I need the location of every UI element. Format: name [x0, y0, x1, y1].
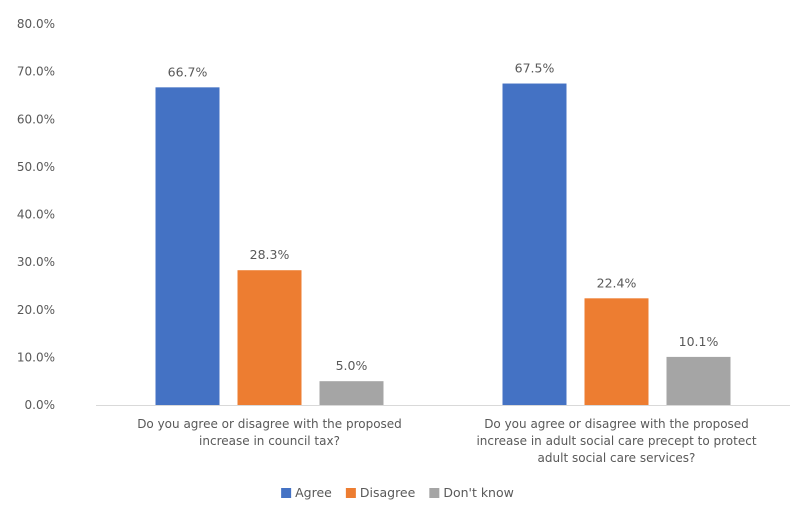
bar-don-t-know-1 — [319, 381, 384, 405]
data-label: 22.4% — [597, 275, 637, 290]
category-label: Do you agree or disagree with the propos… — [137, 417, 402, 448]
bars — [155, 83, 731, 405]
data-label: 66.7% — [168, 64, 208, 79]
bar-agree-2 — [502, 83, 567, 405]
legend-swatch — [429, 488, 440, 498]
bar-agree-1 — [155, 87, 220, 405]
legend-swatch — [345, 488, 356, 498]
legend-label: Disagree — [360, 485, 416, 500]
y-tick-label: 40.0% — [17, 208, 55, 222]
legend[interactable]: Agree Disagree Don't know — [281, 485, 514, 500]
legend-label: Don't know — [443, 485, 514, 500]
y-tick-label: 60.0% — [17, 112, 55, 126]
y-tick-label: 20.0% — [17, 303, 55, 317]
data-label: 28.3% — [250, 247, 290, 262]
y-tick-label: 10.0% — [17, 350, 55, 364]
y-tick-label: 30.0% — [17, 255, 55, 269]
y-tick-label: 0.0% — [25, 398, 56, 412]
bar-disagree-1 — [237, 270, 302, 405]
data-label: 5.0% — [336, 358, 368, 373]
data-label: 67.5% — [515, 61, 555, 76]
category-labels: Do you agree or disagree with the propos… — [137, 417, 757, 465]
legend-label: Agree — [295, 485, 332, 500]
legend-item-disagree[interactable]: Disagree — [345, 485, 416, 500]
y-tick-label: 70.0% — [17, 65, 55, 79]
category-label: Do you agree or disagree with the propos… — [476, 417, 756, 465]
legend-item-agree[interactable]: Agree — [281, 485, 332, 500]
bar-disagree-2 — [584, 298, 649, 405]
legend-swatch — [281, 488, 292, 498]
y-axis: 0.0% 10.0% 20.0% 30.0% 40.0% 50.0% 60.0% 70.0% 8… — [17, 17, 55, 412]
y-tick-label: 80.0% — [17, 17, 55, 31]
data-labels: 66.7% 28.3% 5.0% 67.5% 22.4% 10.1% — [168, 61, 719, 374]
bar-don-t-know-2 — [666, 356, 731, 405]
data-label: 10.1% — [679, 334, 719, 349]
y-tick-label: 50.0% — [17, 160, 55, 174]
legend-item-don-t-know[interactable]: Don't know — [429, 485, 514, 500]
